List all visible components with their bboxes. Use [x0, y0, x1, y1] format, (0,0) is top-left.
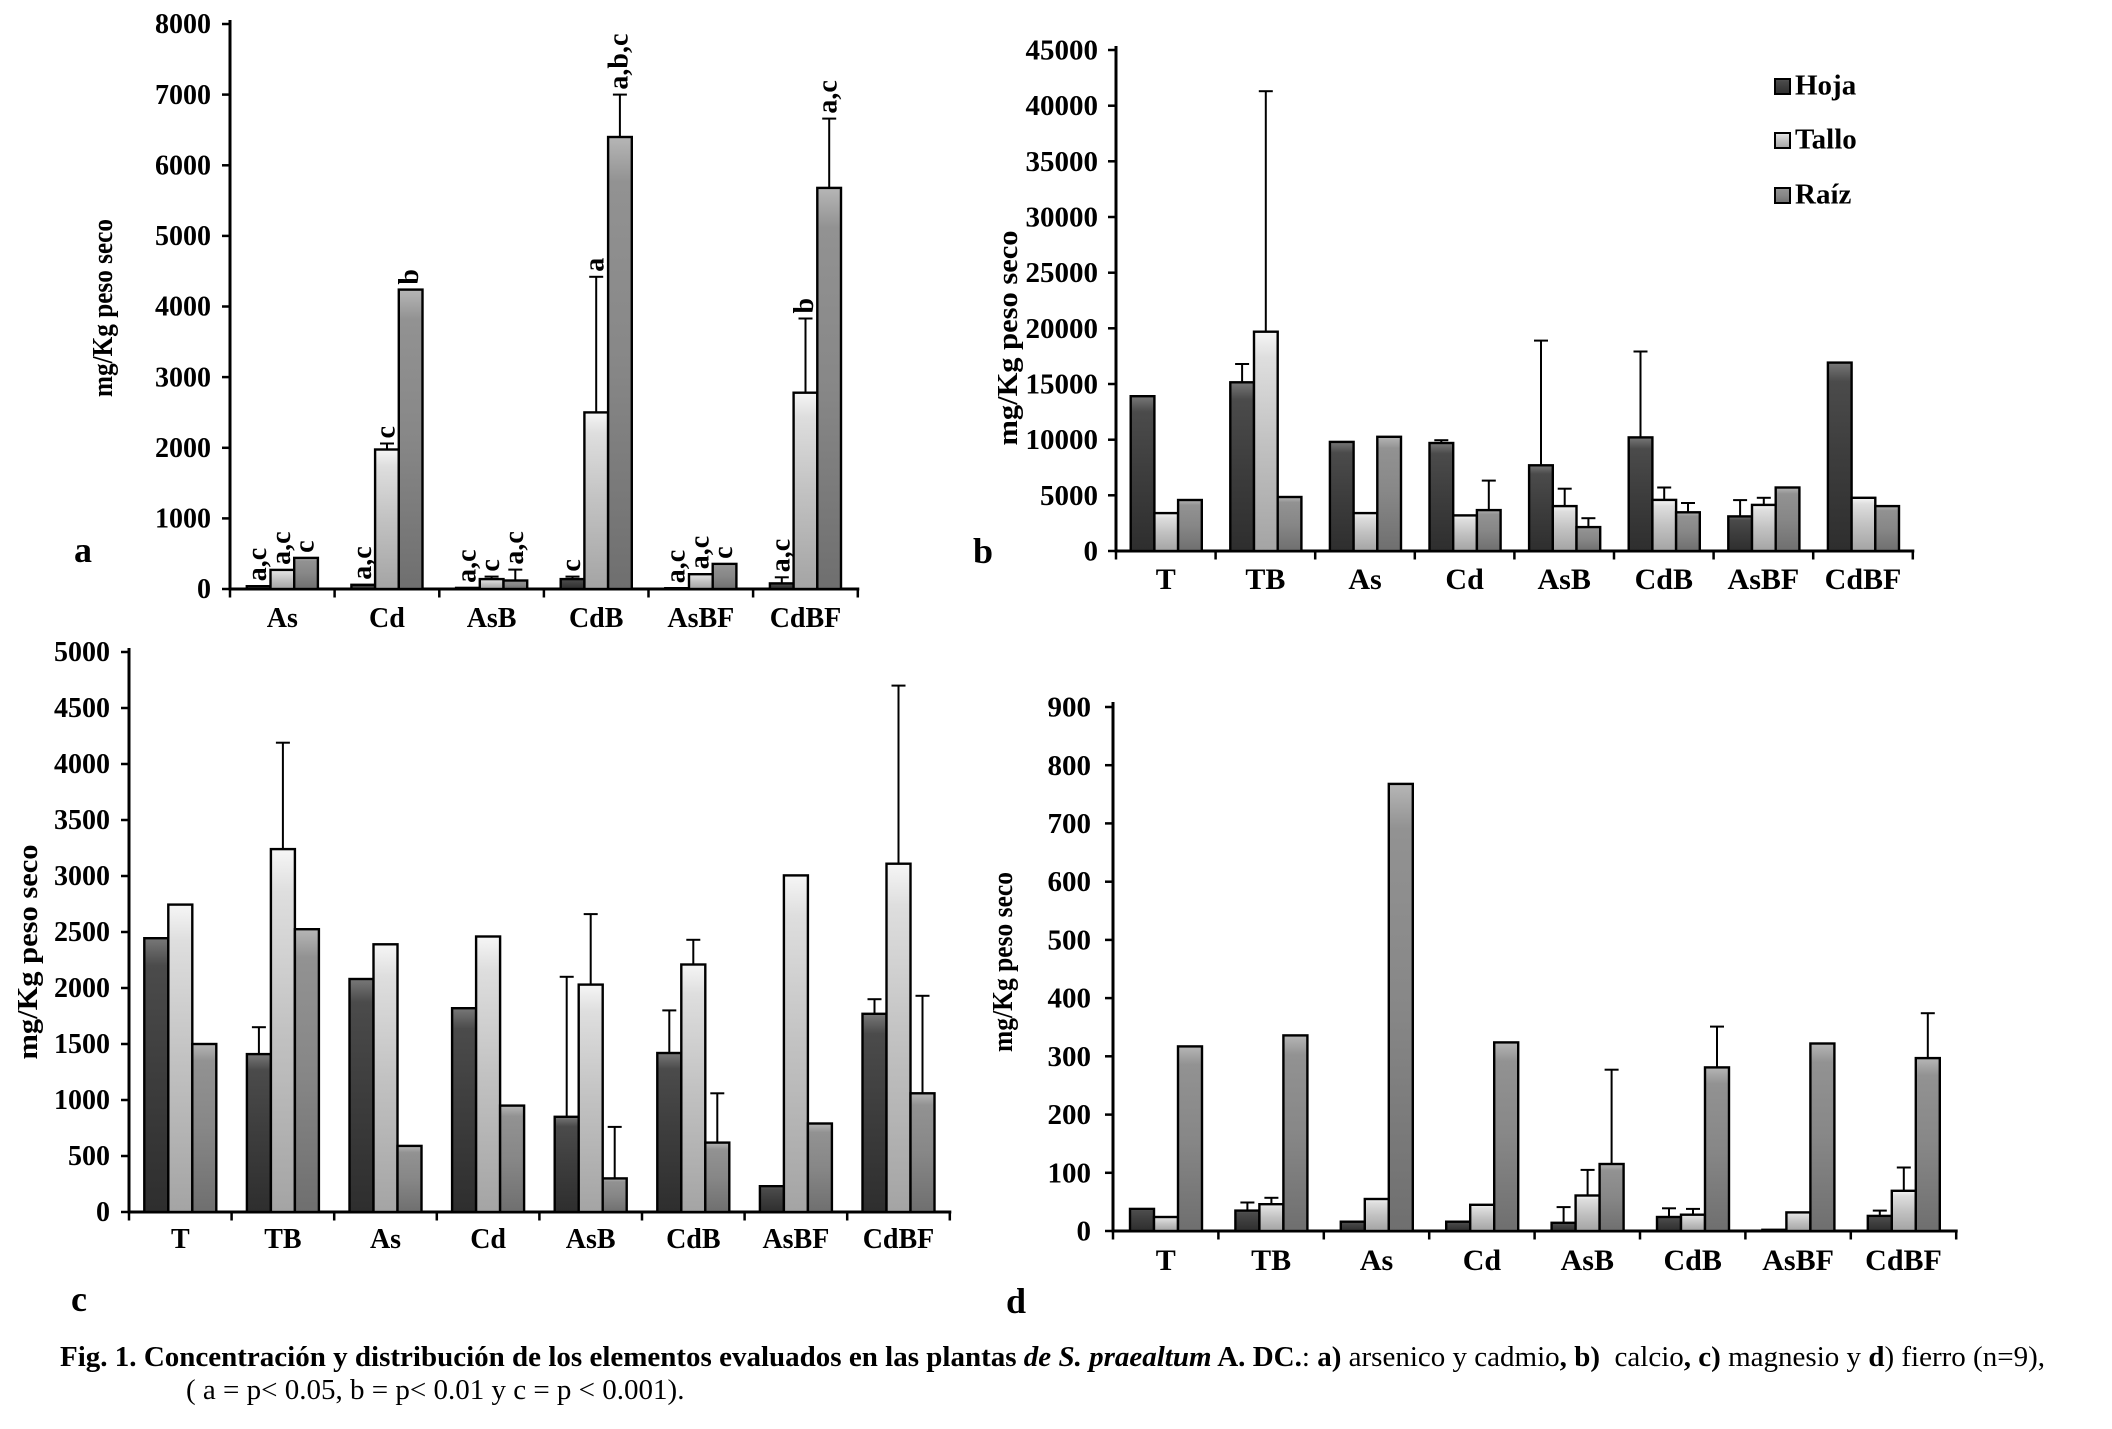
svg-text:200: 200: [1048, 1099, 1092, 1131]
svg-text:mg/Kg peso seco: mg/Kg peso seco: [13, 845, 44, 1060]
svg-text:a,c: a,c: [499, 531, 530, 564]
svg-text:4000: 4000: [54, 749, 110, 780]
svg-text:T: T: [1156, 1244, 1176, 1277]
svg-text:c: c: [371, 426, 402, 438]
svg-text:800: 800: [1048, 750, 1092, 782]
svg-text:TB: TB: [264, 1224, 301, 1255]
svg-text:AsB: AsB: [467, 603, 517, 634]
svg-text:500: 500: [68, 1141, 110, 1172]
svg-text:TB: TB: [1251, 1244, 1291, 1277]
svg-text:a,c: a,c: [266, 531, 297, 564]
svg-text:b: b: [973, 531, 993, 571]
svg-text:7000: 7000: [155, 80, 211, 111]
svg-text:100: 100: [1048, 1157, 1092, 1189]
svg-text:a,c: a,c: [242, 548, 273, 581]
svg-text:CdBF: CdBF: [1825, 563, 1902, 596]
svg-text:AsBF: AsBF: [1728, 563, 1800, 596]
svg-text:a,c: a,c: [813, 80, 844, 113]
svg-text:5000: 5000: [155, 221, 211, 252]
svg-text:1500: 1500: [54, 1029, 110, 1060]
svg-text:40000: 40000: [1026, 90, 1099, 122]
svg-text:30000: 30000: [1026, 202, 1099, 234]
svg-text:45000: 45000: [1026, 35, 1099, 67]
svg-text:AsBF: AsBF: [667, 603, 734, 634]
svg-text:c: c: [475, 559, 506, 571]
svg-text:Cd: Cd: [369, 603, 405, 634]
svg-text:5000: 5000: [54, 637, 110, 668]
svg-text:b: b: [789, 298, 820, 314]
svg-text:15000: 15000: [1026, 369, 1099, 401]
svg-text:1000: 1000: [155, 504, 211, 535]
svg-text:AsB: AsB: [566, 1224, 616, 1255]
svg-text:a,c: a,c: [684, 536, 715, 569]
svg-text:AsB: AsB: [1538, 563, 1591, 596]
svg-text:As: As: [1348, 563, 1381, 596]
svg-text:300: 300: [1048, 1041, 1092, 1073]
svg-text:a,c: a,c: [347, 546, 378, 579]
svg-text:400: 400: [1048, 983, 1092, 1015]
svg-text:10000: 10000: [1026, 424, 1099, 456]
svg-text:c: c: [290, 540, 321, 552]
svg-text:2500: 2500: [54, 917, 110, 948]
svg-text:Tallo: Tallo: [1795, 124, 1857, 156]
svg-text:6000: 6000: [155, 151, 211, 182]
svg-text:CdBF: CdBF: [770, 603, 842, 634]
svg-text:3500: 3500: [54, 805, 110, 836]
svg-text:AsB: AsB: [1561, 1244, 1614, 1277]
svg-text:AsBF: AsBF: [762, 1224, 829, 1255]
svg-text:35000: 35000: [1026, 146, 1099, 178]
svg-text:20000: 20000: [1026, 313, 1099, 345]
svg-text:CdBF: CdBF: [863, 1224, 935, 1255]
svg-text:Cd: Cd: [1463, 1244, 1502, 1277]
svg-text:As: As: [267, 603, 298, 634]
svg-text:1000: 1000: [54, 1085, 110, 1116]
svg-text:3000: 3000: [54, 861, 110, 892]
svg-text:T: T: [171, 1224, 190, 1255]
svg-text:Cd: Cd: [1445, 563, 1484, 596]
svg-text:a,b,c: a,b,c: [603, 34, 634, 90]
svg-text:2000: 2000: [54, 973, 110, 1004]
svg-text:900: 900: [1048, 692, 1092, 724]
svg-text:a,c: a,c: [661, 550, 692, 583]
svg-text:4500: 4500: [54, 693, 110, 724]
svg-text:c: c: [71, 1279, 87, 1319]
svg-text:CdB: CdB: [1635, 563, 1693, 596]
svg-text:25000: 25000: [1026, 257, 1099, 289]
svg-text:CdB: CdB: [666, 1224, 720, 1255]
svg-text:c: c: [556, 559, 587, 571]
svg-text:500: 500: [1048, 925, 1092, 957]
svg-text:T: T: [1156, 563, 1176, 596]
svg-text:0: 0: [1084, 536, 1099, 568]
svg-text:700: 700: [1048, 808, 1092, 840]
svg-text:0: 0: [197, 574, 211, 605]
svg-text:600: 600: [1048, 866, 1092, 898]
svg-text:a: a: [74, 530, 92, 570]
svg-text:a: a: [580, 258, 611, 272]
svg-text:3000: 3000: [155, 362, 211, 393]
svg-text:5000: 5000: [1040, 480, 1098, 512]
svg-text:CdB: CdB: [1664, 1244, 1722, 1277]
svg-text:mg/Kg peso seco: mg/Kg peso seco: [993, 231, 1024, 446]
svg-text:Raíz: Raíz: [1795, 179, 1852, 211]
svg-text:Hoja: Hoja: [1795, 70, 1857, 102]
svg-text:a,c: a,c: [451, 549, 482, 582]
svg-text:As: As: [370, 1224, 401, 1255]
svg-text:Cd: Cd: [470, 1224, 506, 1255]
svg-text:0: 0: [1077, 1216, 1092, 1248]
svg-text:4000: 4000: [155, 292, 211, 323]
svg-text:mg/Kg peso seco: mg/Kg peso seco: [88, 219, 119, 397]
svg-text:d: d: [1006, 1281, 1026, 1321]
svg-text:a,c: a,c: [765, 539, 796, 572]
svg-text:2000: 2000: [155, 433, 211, 464]
svg-text:TB: TB: [1245, 563, 1285, 596]
svg-text:0: 0: [96, 1197, 110, 1228]
svg-text:CdBF: CdBF: [1865, 1244, 1942, 1277]
svg-text:c: c: [708, 546, 739, 558]
svg-text:mg/Kg peso seco: mg/Kg peso seco: [988, 872, 1019, 1052]
svg-text:As: As: [1360, 1244, 1393, 1277]
svg-text:AsBF: AsBF: [1762, 1244, 1834, 1277]
svg-text:8000: 8000: [155, 9, 211, 40]
svg-text:b: b: [394, 269, 425, 285]
svg-text:CdB: CdB: [569, 603, 623, 634]
